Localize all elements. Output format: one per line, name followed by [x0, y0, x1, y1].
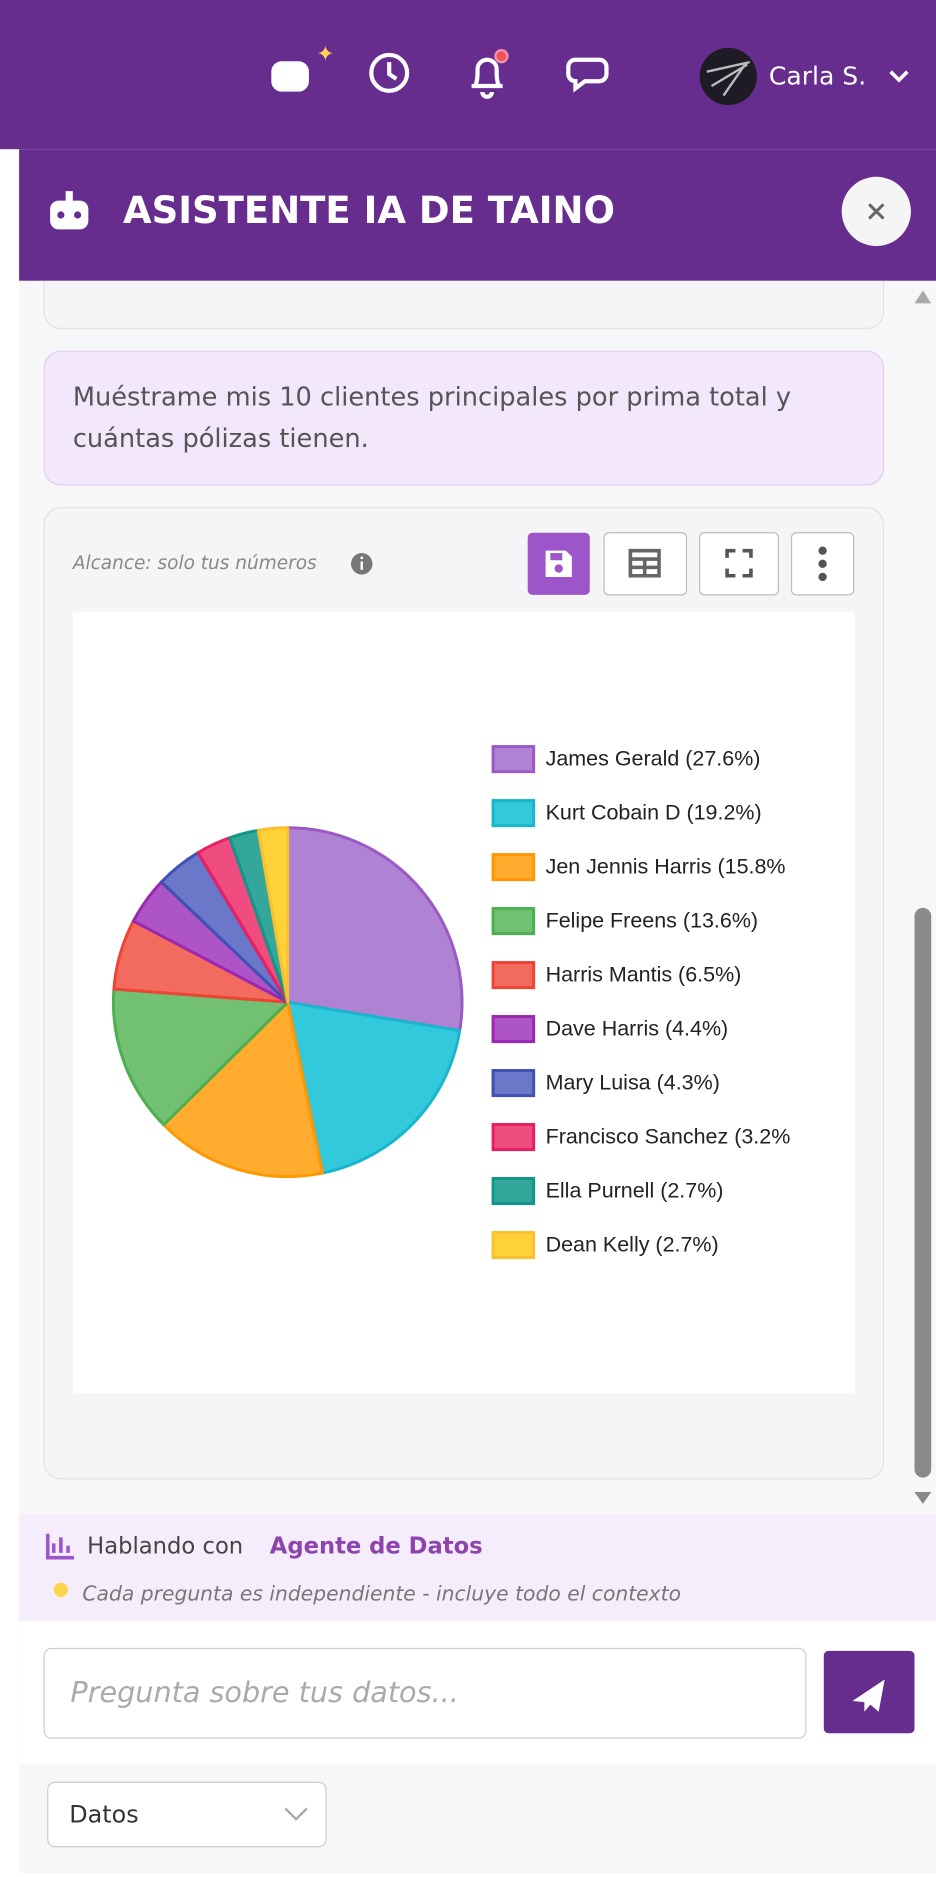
legend-swatch — [491, 853, 536, 882]
scroll-down[interactable] — [914, 1491, 932, 1504]
tip: Cada pregunta es independiente - incluye… — [82, 1582, 681, 1606]
scroll-thumb[interactable] — [914, 907, 932, 1478]
legend-label: Felipe Freens (13.6%) — [546, 908, 758, 932]
user-chevron[interactable] — [889, 70, 909, 83]
input-placeholder: Pregunta sobre tus datos... — [70, 1675, 458, 1709]
tip-icon — [53, 1582, 69, 1598]
legend-swatch — [491, 1177, 536, 1206]
pie-chart — [111, 826, 464, 1179]
legend-swatch — [491, 745, 536, 774]
legend-label: James Gerald (27.6%) — [546, 746, 761, 770]
legend-label: Kurt Cobain D (19.2%) — [546, 800, 762, 824]
pie-slice — [286, 826, 464, 1033]
bell-icon[interactable] — [471, 57, 503, 99]
scroll-up[interactable] — [914, 290, 932, 304]
legend-label: Jen Jennis Harris (15.8% — [546, 854, 786, 878]
robot-icon — [50, 200, 89, 230]
pie-slice — [256, 826, 290, 1004]
source-select[interactable] — [47, 1781, 327, 1848]
message-line: cuántas pólizas tienen. — [73, 424, 369, 454]
top-bar — [0, 0, 936, 150]
legend-label: Dean Kelly (2.7%) — [546, 1232, 719, 1256]
legend: James Gerald (27.6%) Kurt Cobain D (19.2%… — [491, 745, 791, 1260]
legend-swatch — [491, 1069, 536, 1098]
legend-label: Ella Purnell (2.7%) — [546, 1178, 724, 1202]
agent-icon — [45, 1533, 75, 1560]
panel-header — [19, 149, 936, 281]
panel-title: ASISTENTE IA DE TAINO — [123, 189, 615, 232]
robot-icon[interactable] — [271, 61, 309, 92]
pie-slice — [111, 987, 290, 1127]
agent-name[interactable]: Agente de Datos — [270, 1533, 483, 1559]
chat-icon[interactable] — [566, 57, 609, 93]
scope-note: Alcance: solo tus números — [72, 553, 317, 574]
top-icons: ✦ — [271, 42, 609, 99]
pie-slice — [286, 1000, 462, 1175]
legend-swatch — [491, 799, 536, 828]
legend-swatch — [491, 907, 536, 936]
history-icon[interactable] — [369, 52, 410, 93]
agent-prefix: Hablando con — [87, 1533, 243, 1559]
user-message — [43, 350, 885, 486]
user-name[interactable]: Carla S. — [769, 62, 866, 91]
legend-label: Dave Harris (4.4%) — [546, 1016, 729, 1040]
question-input[interactable] — [43, 1647, 807, 1739]
pie-slice — [162, 1000, 325, 1179]
legend-swatch — [491, 961, 536, 990]
legend-label: Francisco Sanchez (3.2% — [546, 1124, 791, 1148]
select-value: Datos — [69, 1801, 138, 1829]
legend-swatch — [491, 1231, 536, 1260]
sparkle: ✦ — [316, 42, 334, 67]
page-edge — [0, 149, 20, 1873]
legend-swatch — [491, 1123, 536, 1152]
legend-label: Mary Luisa (4.3%) — [546, 1070, 720, 1094]
legend-swatch — [491, 1015, 536, 1044]
agent-bar — [19, 1514, 936, 1621]
fullscreen-button[interactable] — [699, 532, 780, 596]
legend-label: Harris Mantis (6.5%) — [546, 962, 742, 986]
message-line: Muéstrame mis 10 clientes principales po… — [73, 382, 791, 412]
